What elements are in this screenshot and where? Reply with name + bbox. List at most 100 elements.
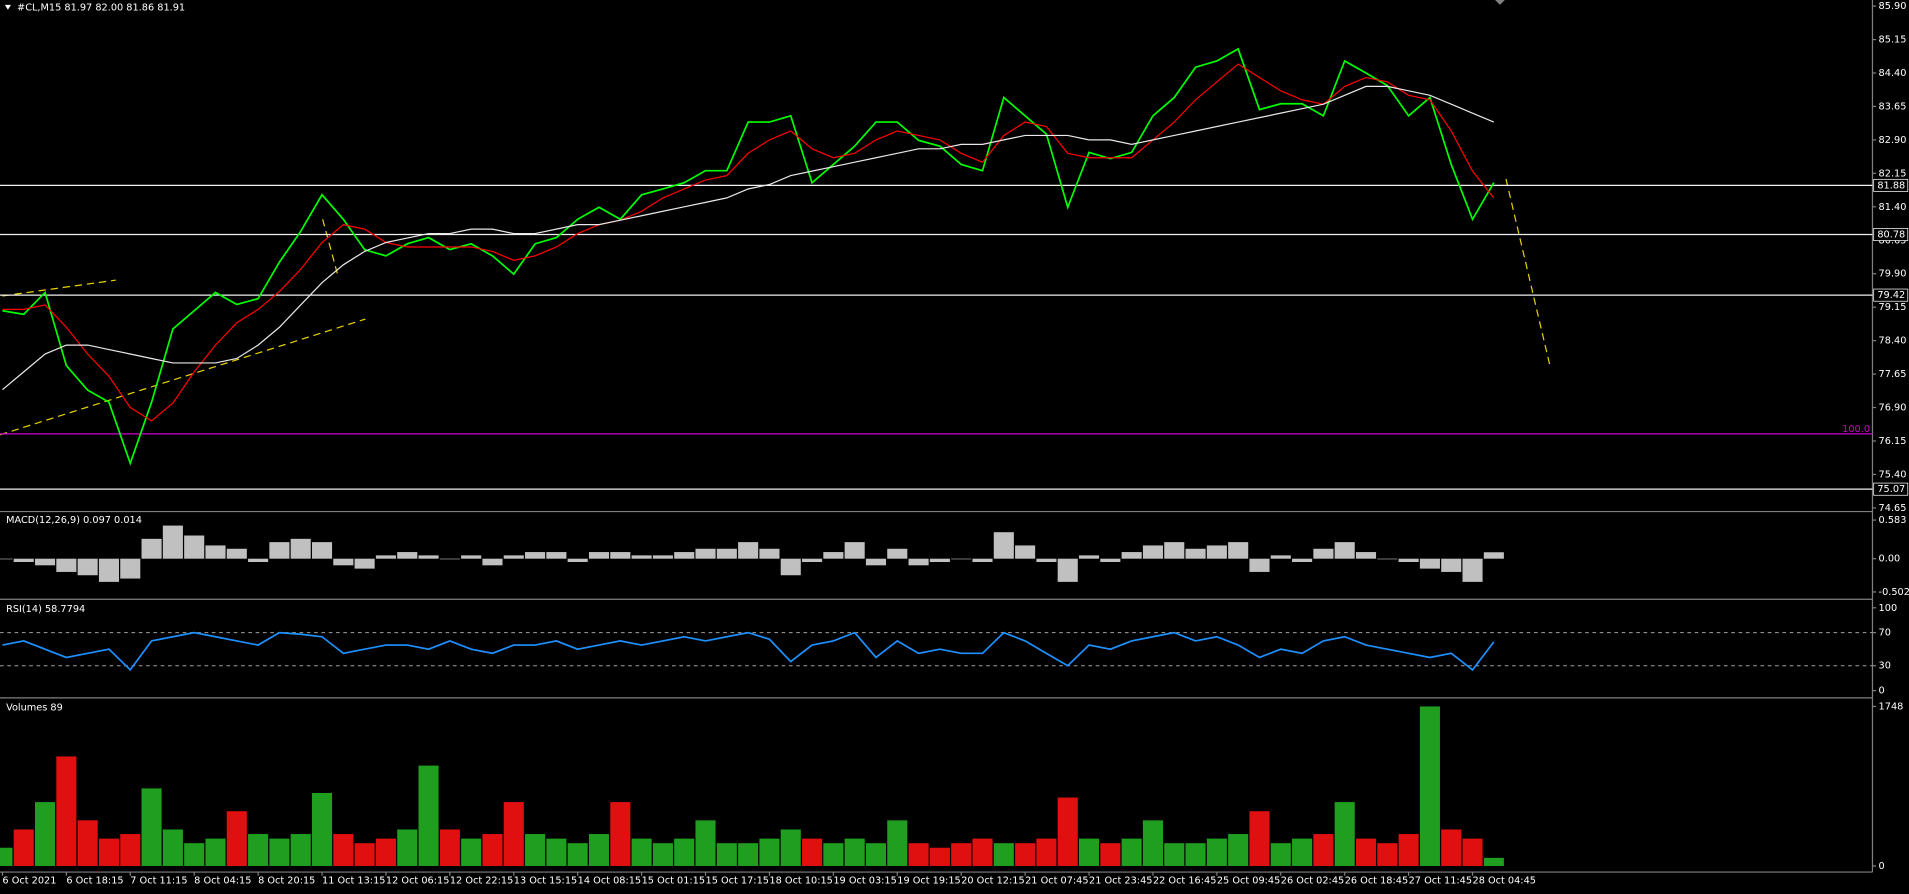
bar — [248, 834, 269, 866]
bar — [1419, 558, 1440, 569]
menu-arrow[interactable] — [4, 4, 11, 10]
bar — [1142, 545, 1163, 559]
bar — [482, 558, 503, 566]
bar — [439, 558, 460, 560]
bar — [35, 558, 56, 566]
y-tick-label: 79.90 — [1879, 269, 1907, 280]
x-tick-label: 8 Oct 20:15 — [258, 876, 315, 887]
bar — [1355, 838, 1377, 866]
series-line — [2, 631, 1495, 672]
bar — [1228, 542, 1249, 559]
price-label-box — [1873, 288, 1909, 302]
bar — [1292, 838, 1313, 866]
bar — [120, 834, 141, 866]
bar — [802, 558, 823, 563]
bar — [610, 802, 631, 866]
bar — [1334, 542, 1355, 559]
series-line — [2, 85, 1495, 391]
bar — [439, 829, 460, 866]
bar — [546, 838, 567, 866]
x-tick-label: 8 Oct 04:15 — [194, 876, 251, 887]
bar — [1441, 558, 1462, 572]
bar — [1441, 829, 1462, 866]
chart-header: #CL,M15 81.97 82.00 81.86 81.91 — [17, 2, 185, 13]
bar — [1483, 857, 1504, 866]
bar — [120, 558, 141, 579]
x-tick-label: 6 Oct 18:15 — [66, 876, 123, 887]
bar — [1121, 838, 1142, 866]
bar — [823, 552, 844, 559]
y-tick-label: 0.00 — [1879, 554, 1901, 565]
x-tick-label: 19 Oct 03:15 — [833, 876, 896, 887]
bar — [98, 558, 120, 582]
bar — [865, 843, 887, 866]
bar — [354, 843, 375, 866]
y-tick-label: 81.40 — [1879, 202, 1907, 213]
bar — [780, 829, 801, 866]
bar — [865, 558, 887, 566]
bar — [844, 838, 865, 866]
bar — [1313, 834, 1334, 866]
bar — [1462, 838, 1483, 866]
price-label: 80.78 — [1877, 229, 1905, 240]
x-tick-label: 11 Oct 13:15 — [322, 876, 385, 887]
bar — [1078, 555, 1100, 559]
bar — [1419, 706, 1440, 866]
y-tick-label: 83.65 — [1879, 101, 1907, 112]
bar — [354, 558, 375, 569]
bar — [759, 838, 780, 866]
bar — [759, 548, 780, 559]
bar — [141, 788, 162, 866]
bar — [1206, 545, 1227, 559]
bar — [0, 847, 13, 866]
bar — [162, 829, 183, 866]
bar — [1483, 552, 1504, 559]
x-tick-label: 26 Oct 02:45 — [1281, 876, 1344, 887]
bar — [482, 834, 503, 866]
y-tick-label: 84.40 — [1879, 68, 1907, 79]
bar — [162, 525, 183, 559]
bar — [184, 535, 205, 559]
x-tick-label: 28 Oct 04:45 — [1473, 876, 1536, 887]
bar — [1249, 811, 1270, 866]
indicator-title: MACD(12,26,9) 0.097 0.014 — [6, 515, 142, 526]
bar — [311, 792, 333, 866]
x-tick-label: 27 Oct 11:45 — [1409, 876, 1472, 887]
bar — [1377, 558, 1398, 560]
price-label: 79.42 — [1877, 290, 1905, 301]
bar — [418, 555, 439, 559]
bar — [77, 820, 98, 866]
y-tick-label: 70 — [1879, 628, 1891, 639]
bar — [290, 538, 311, 559]
x-tick-label: 26 Oct 18:45 — [1345, 876, 1408, 887]
bar — [1057, 797, 1078, 866]
bar — [844, 542, 865, 559]
y-tick-label: 85.15 — [1879, 35, 1907, 46]
y-tick-label: 82.15 — [1879, 168, 1907, 179]
indicator-title: Volumes 89 — [6, 703, 63, 714]
bar — [674, 552, 695, 559]
bar — [1292, 558, 1313, 563]
x-tick-label: 13 Oct 15:15 — [514, 876, 577, 887]
bar — [77, 558, 98, 576]
fibo-label: 100.0 — [1842, 424, 1870, 435]
bar — [1164, 843, 1185, 866]
bar — [738, 542, 759, 559]
bar — [652, 555, 673, 559]
bar — [397, 829, 418, 866]
bar — [1078, 838, 1100, 866]
bar — [290, 834, 311, 866]
y-tick-label: 0 — [1879, 861, 1885, 872]
bar — [461, 555, 482, 559]
y-tick-label: 30 — [1879, 661, 1891, 672]
x-tick-label: 14 Oct 08:15 — [578, 876, 641, 887]
bar — [716, 548, 737, 559]
bar — [1057, 558, 1078, 582]
x-tick-label: 15 Oct 17:15 — [706, 876, 769, 887]
price-label-box — [1873, 228, 1909, 241]
bar — [908, 843, 929, 866]
x-tick-label: 12 Oct 22:15 — [450, 876, 513, 887]
x-tick-label: 7 Oct 11:15 — [130, 876, 187, 887]
bar — [1015, 545, 1036, 559]
